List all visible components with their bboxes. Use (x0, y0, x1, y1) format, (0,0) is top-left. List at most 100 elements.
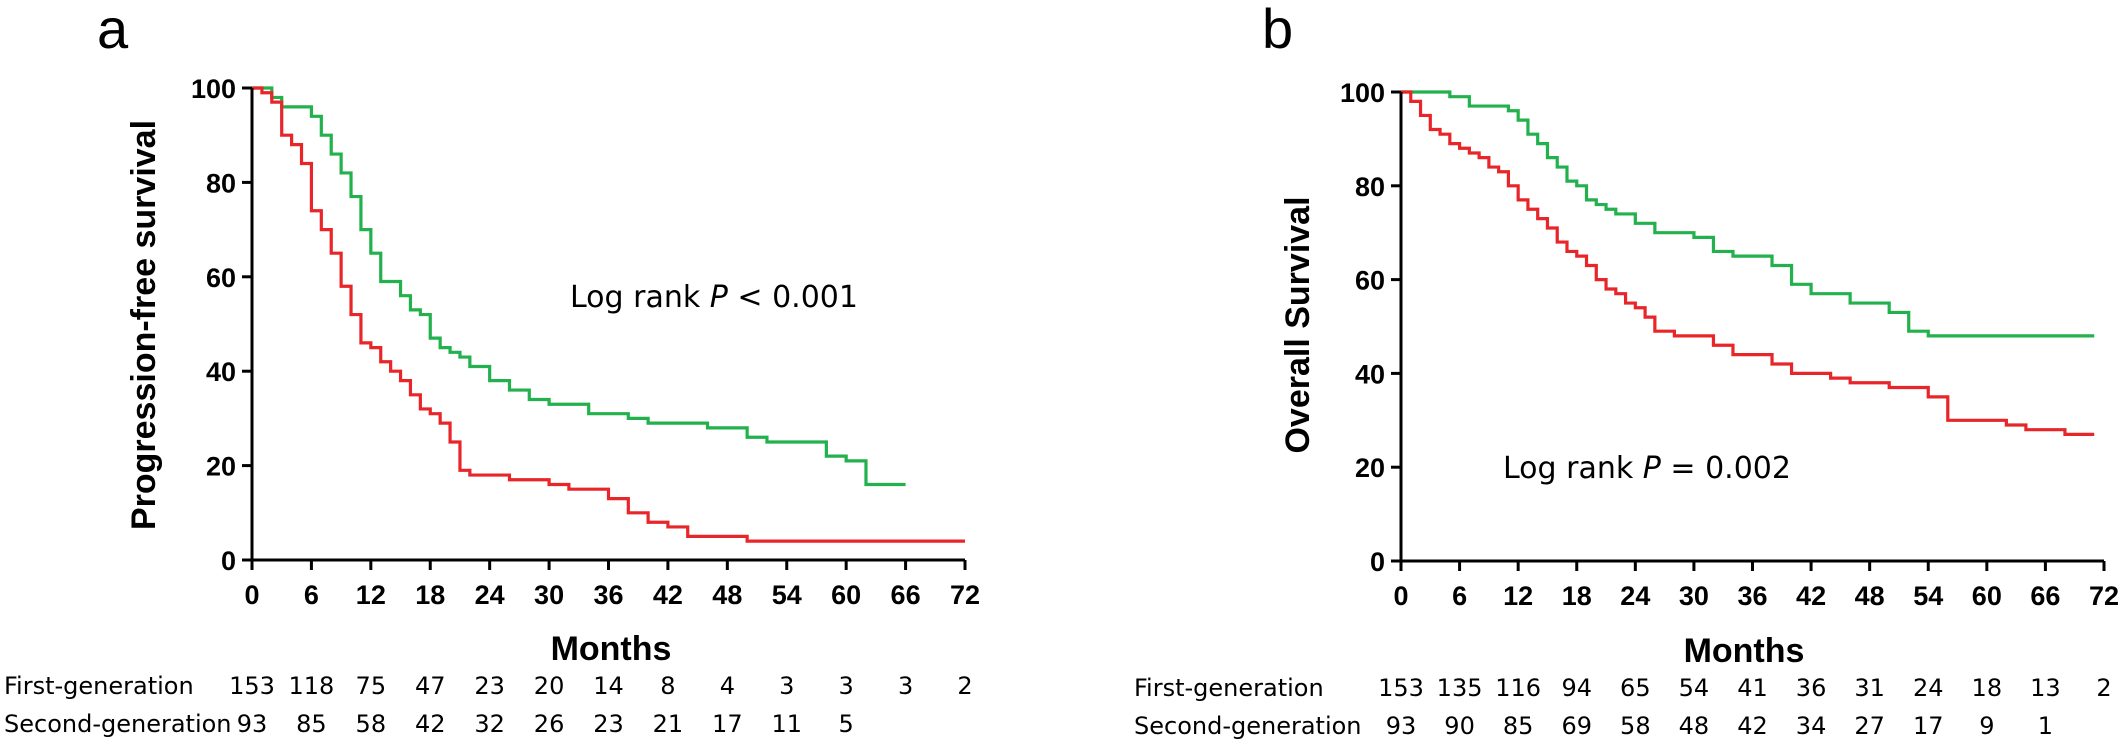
panel-b-log-rank-annotation: Log rank P = 0.002 (1503, 451, 1791, 486)
x-tick-label: 60 (1972, 581, 2002, 611)
panel-b-plot-area (1401, 90, 2095, 436)
y-tick-label: 20 (206, 452, 236, 482)
panel-a-x-axis: 0 6 12 18 24 30 36 42 48 54 60 66 72 (244, 558, 980, 610)
x-tick-label: 30 (534, 580, 564, 610)
panel-a-x-axis-title: Months (551, 630, 672, 668)
y-tick-label: 0 (1370, 547, 1385, 577)
red-survival-curve (1401, 90, 2095, 436)
x-tick-label: 18 (1562, 581, 1592, 611)
risk-count: 93 (237, 710, 268, 738)
panel-letter-a: a (97, 0, 129, 60)
risk-count: 9 (1979, 712, 1994, 740)
risk-count: 5 (839, 710, 854, 738)
risk-count: 1 (2038, 712, 2053, 740)
y-tick-label: 100 (1340, 78, 1385, 108)
x-tick-label: 66 (2030, 581, 2060, 611)
risk-count: 8 (660, 672, 675, 700)
x-tick-label: 0 (244, 580, 259, 610)
x-tick-label: 24 (475, 580, 505, 610)
risk-count: 31 (1854, 674, 1885, 702)
panel-a-y-axis: 0 20 40 60 80 100 (191, 74, 254, 576)
log-rank-prefix: Log rank (1503, 451, 1643, 486)
risk-count: 21 (653, 710, 684, 738)
panel-b-y-axis: 0 20 40 60 80 100 (1340, 78, 1403, 577)
risk-count: 24 (1913, 674, 1944, 702)
x-tick-label: 42 (1796, 581, 1826, 611)
risk-count: 2 (2096, 674, 2111, 702)
risk-count: 11 (771, 710, 802, 738)
risk-count: 90 (1444, 712, 1475, 740)
panel-letter-b: b (1262, 0, 1293, 60)
x-tick-label: 66 (891, 580, 921, 610)
risk-count: 32 (474, 710, 505, 738)
risk-count: 116 (1495, 674, 1541, 702)
risk-count: 27 (1854, 712, 1885, 740)
x-tick-label: 48 (1855, 581, 1885, 611)
risk-count: 3 (779, 672, 794, 700)
x-tick-label: 18 (415, 580, 445, 610)
panel-a-plot-area (252, 86, 965, 543)
risk-count: 153 (229, 672, 275, 700)
log-rank-p-symbol: P (1643, 451, 1662, 486)
y-tick-label: 80 (206, 168, 236, 198)
log-rank-p-symbol: P (710, 280, 729, 315)
y-tick-label: 0 (221, 546, 236, 576)
risk-count: 58 (356, 710, 387, 738)
x-tick-label: 48 (712, 580, 742, 610)
risk-count: 34 (1796, 712, 1827, 740)
risk-count: 23 (474, 672, 505, 700)
risk-count: 13 (2030, 674, 2061, 702)
risk-count: 135 (1437, 674, 1483, 702)
x-tick-label: 54 (772, 580, 802, 610)
x-tick-label: 36 (1737, 581, 1767, 611)
risk-count: 85 (296, 710, 327, 738)
x-tick-label: 12 (1503, 581, 1533, 611)
green-survival-curve (1401, 90, 2095, 338)
green-survival-curve (252, 86, 906, 487)
y-tick-label: 60 (1355, 266, 1385, 296)
risk-row-label: First-generation (1134, 674, 1324, 702)
log-rank-suffix: < 0.001 (728, 280, 858, 315)
panel-b-x-axis-title: Months (1684, 632, 1805, 670)
x-tick-label: 72 (2089, 581, 2119, 611)
y-tick-label: 40 (206, 357, 236, 387)
risk-count: 36 (1796, 674, 1827, 702)
risk-count: 41 (1737, 674, 1768, 702)
risk-count: 14 (593, 672, 624, 700)
x-tick-label: 6 (1452, 581, 1467, 611)
risk-count: 94 (1561, 674, 1592, 702)
risk-count: 118 (289, 672, 335, 700)
x-tick-label: 36 (593, 580, 623, 610)
risk-count: 54 (1679, 674, 1710, 702)
x-tick-label: 12 (356, 580, 386, 610)
panel-b-y-axis-title: Overall Survival (1279, 196, 1317, 453)
risk-count: 69 (1561, 712, 1592, 740)
risk-count: 23 (593, 710, 624, 738)
panel-a-y-axis-title: Progression-free survival (125, 120, 163, 530)
risk-count: 75 (356, 672, 387, 700)
risk-count: 3 (898, 672, 913, 700)
risk-count: 20 (534, 672, 565, 700)
panel-a-log-rank-annotation: Log rank P < 0.001 (570, 280, 858, 315)
red-survival-curve (252, 86, 965, 543)
risk-count: 42 (1737, 712, 1768, 740)
risk-count: 26 (534, 710, 565, 738)
x-tick-label: 30 (1679, 581, 1709, 611)
risk-count: 65 (1620, 674, 1651, 702)
x-tick-label: 72 (950, 580, 980, 610)
risk-count: 42 (415, 710, 446, 738)
x-tick-label: 0 (1393, 581, 1408, 611)
x-tick-label: 24 (1620, 581, 1650, 611)
risk-count: 58 (1620, 712, 1651, 740)
risk-row-label: First-generation (4, 672, 194, 700)
risk-count: 17 (712, 710, 743, 738)
panel-a-pfs-chart: a 0 6 12 18 24 30 36 42 48 54 60 66 72 020406080100 … (4, 0, 980, 738)
risk-count: 3 (839, 672, 854, 700)
x-tick-label: 6 (304, 580, 319, 610)
y-tick-label: 20 (1355, 453, 1385, 483)
y-tick-label: 40 (1355, 359, 1385, 389)
risk-count: 4 (720, 672, 735, 700)
y-tick-label: 60 (206, 263, 236, 293)
risk-count: 17 (1913, 712, 1944, 740)
